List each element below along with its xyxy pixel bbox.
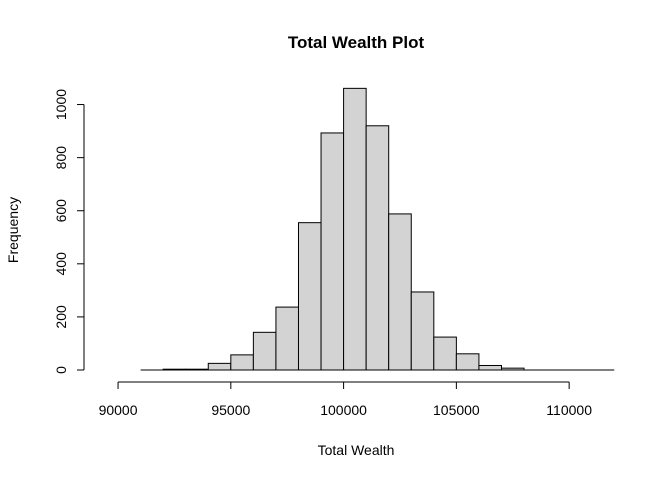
histogram-bar-6 [275,306,299,371]
histogram-bar-3 [207,362,232,371]
bars-layer [162,87,525,371]
y-tick-label-4: 800 [53,146,69,170]
histogram-bar-4 [230,354,254,371]
chart-title: Total Wealth Plot [288,33,425,52]
histogram-bar-11 [388,213,412,371]
y-tick-label-5: 1000 [53,89,69,120]
histogram-bar-15 [478,364,502,371]
histogram-bar-10 [365,125,390,371]
x-tick-label-1: 95000 [211,402,250,418]
x-tick-label-2: 100000 [320,402,367,418]
histogram-bar-12 [410,291,435,371]
y-tick-label-0: 0 [53,366,69,374]
histogram-bar-8 [320,132,345,371]
histogram-bar-13 [433,336,457,371]
x-tick-label-3: 105000 [433,402,480,418]
x-tick-label-0: 90000 [99,402,138,418]
y-axis: 0 200 400 600 800 1000 [53,89,85,374]
y-tick-label-1: 200 [53,305,69,329]
histogram-bar-5 [252,331,277,371]
histogram-bar-7 [297,222,322,371]
x-axis: 90000 95000 100000 105000 110000 [99,381,592,418]
histogram-bar-14 [455,353,480,371]
y-tick-label-2: 400 [53,252,69,276]
histogram-bar-9 [343,87,367,371]
y-tick-label-3: 600 [53,199,69,223]
y-axis-label: Frequency [5,197,21,263]
x-tick-label-4: 110000 [546,402,592,418]
x-axis-label: Total Wealth [318,442,395,458]
